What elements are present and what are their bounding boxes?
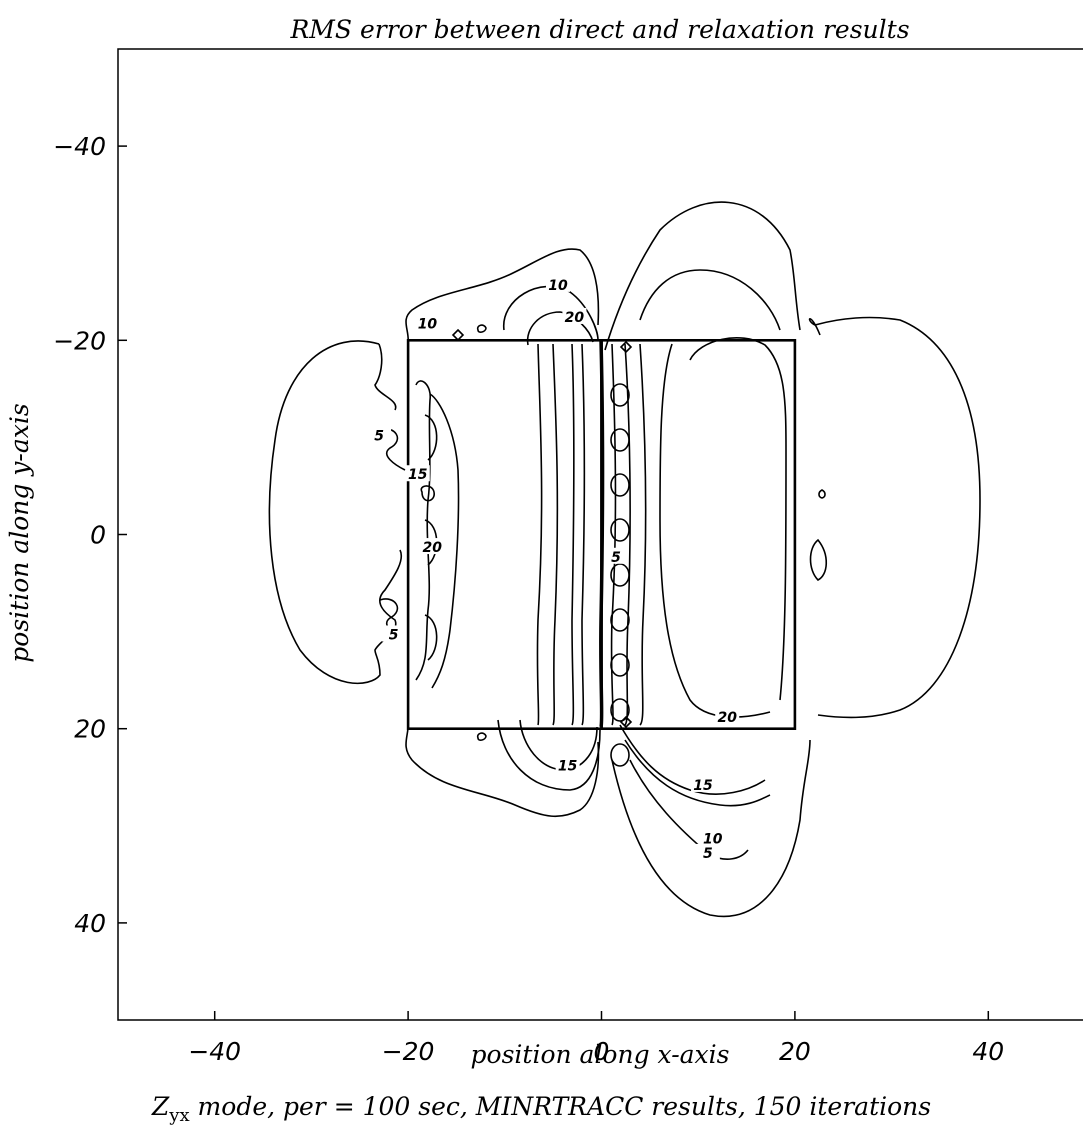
y-axis-label: position along y-axis — [5, 403, 34, 662]
contour-line — [611, 744, 629, 766]
x-tick-label: 0 — [594, 1037, 610, 1066]
y-tick-label: 0 — [90, 521, 106, 550]
contour-line — [811, 540, 827, 580]
y-tick-label: 40 — [74, 909, 106, 938]
y-tick-label: −40 — [53, 132, 106, 161]
caption-text: mode, per = 100 sec, MINRTRACC results, … — [190, 1092, 931, 1121]
x-tick-label: 20 — [779, 1037, 811, 1066]
contour-line — [611, 474, 629, 496]
conductivity-blocks — [408, 340, 795, 728]
contour-line — [690, 338, 786, 700]
contour-line — [612, 740, 810, 916]
contour-line — [375, 344, 396, 410]
contour-line — [537, 344, 541, 725]
contour-label: 10 — [548, 278, 568, 294]
contour-line — [553, 344, 557, 725]
contour-label: 15 — [693, 778, 713, 794]
y-tick-label: 20 — [74, 715, 106, 744]
y-tick-label: −20 — [53, 326, 106, 355]
contour-line — [640, 344, 646, 725]
contour-line — [630, 760, 748, 859]
contour-line — [810, 318, 980, 718]
contour-label: 10 — [418, 317, 438, 333]
x-tick-label: 40 — [972, 1037, 1004, 1066]
contour-label: 20 — [423, 540, 443, 556]
contour-line — [416, 381, 430, 680]
contour-line — [660, 344, 770, 717]
contour-label: 15 — [558, 759, 578, 775]
chart-title: RMS error between direct and relaxation … — [289, 15, 909, 44]
contour-line — [498, 720, 600, 790]
contour-line — [572, 344, 574, 725]
contour-label: 5 — [703, 846, 713, 862]
contour-label: 20 — [717, 710, 737, 726]
contour-line — [425, 415, 437, 460]
axis-ticks: −40 −20 0 20 40 −40 −20 0 20 40 — [53, 132, 1004, 1066]
contour-line — [611, 609, 629, 631]
contour-line — [478, 325, 486, 332]
contour-line — [605, 202, 800, 350]
contour-line — [640, 270, 780, 330]
contour-line — [453, 330, 463, 340]
contour-label: 5 — [374, 428, 384, 444]
contour-line — [819, 490, 825, 498]
contour-line — [582, 344, 584, 725]
contour-line — [611, 429, 629, 451]
caption-prefix: Z — [152, 1092, 169, 1121]
contour-line — [611, 519, 629, 541]
contour-line — [625, 740, 770, 806]
contour-label: 5 — [611, 550, 621, 566]
x-tick-label: −20 — [382, 1037, 435, 1066]
caption-subscript: yx — [169, 1105, 189, 1126]
x-tick-label: −40 — [188, 1037, 241, 1066]
contour-label: 15 — [408, 467, 428, 483]
contour-label: 20 — [565, 310, 585, 326]
contour-line — [478, 733, 486, 740]
contour-chart: RMS error between direct and relaxation … — [0, 0, 1083, 1090]
contour-label: 5 — [389, 627, 399, 643]
chart-caption: Zyx mode, per = 100 sec, MINRTRACC resul… — [0, 1092, 1083, 1126]
